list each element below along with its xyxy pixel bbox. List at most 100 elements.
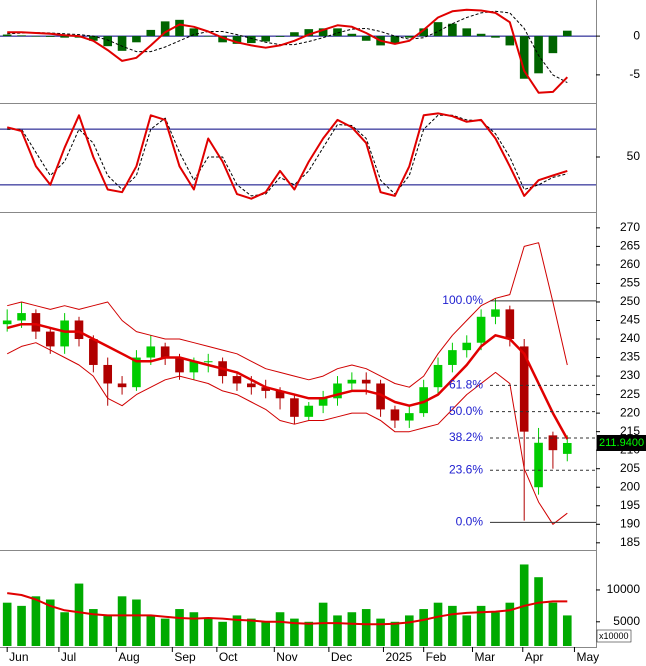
- bar: [189, 28, 199, 37]
- bar: [304, 621, 314, 646]
- bar: [146, 615, 156, 646]
- bar: [318, 602, 328, 646]
- bar: [419, 609, 428, 646]
- bar: [232, 615, 242, 646]
- bar: [433, 22, 443, 37]
- bar: [290, 32, 299, 37]
- x-tick-label: Oct: [219, 650, 238, 664]
- candle-body: [419, 387, 428, 414]
- candle-body: [318, 398, 328, 406]
- y-tick-label: 260: [620, 257, 640, 271]
- bar: [60, 612, 69, 646]
- bar: [548, 602, 558, 646]
- bar: [390, 621, 400, 646]
- bar: [333, 615, 342, 646]
- bar: [117, 36, 127, 51]
- candle-body: [17, 313, 26, 321]
- bar: [261, 36, 270, 42]
- candle-body: [562, 442, 572, 454]
- fib-label: 61.8%: [449, 378, 483, 392]
- fib-label: 23.6%: [449, 462, 483, 476]
- bar: [2, 34, 12, 37]
- candle-body: [347, 379, 357, 384]
- bar: [117, 596, 127, 646]
- last-price-box: [597, 434, 646, 451]
- bar: [218, 36, 227, 43]
- candle-body: [548, 435, 558, 451]
- candle-body: [247, 383, 256, 388]
- candle-body: [117, 383, 127, 388]
- candle-body: [189, 361, 199, 373]
- candle-body: [448, 350, 457, 365]
- bar: [562, 30, 572, 37]
- line-series: [6, 112, 568, 200]
- candle-body: [462, 342, 472, 351]
- bar: [31, 36, 41, 37]
- bar: [491, 36, 500, 38]
- bar: [505, 602, 515, 646]
- y-tick-label: 270: [620, 220, 640, 234]
- bar: [476, 605, 486, 646]
- bar: [2, 602, 12, 646]
- bar: [347, 33, 357, 37]
- bar: [462, 28, 472, 37]
- candle-body: [491, 309, 500, 317]
- y-tick-label: 190: [620, 516, 640, 530]
- candle-body: [404, 413, 414, 421]
- line-series: [7, 242, 568, 388]
- y-tick-label: 205: [620, 461, 640, 475]
- candle-body: [433, 364, 443, 388]
- candle-body: [45, 331, 55, 347]
- bar: [45, 36, 55, 37]
- x-tick-label: Nov: [276, 650, 297, 664]
- candle-body: [2, 320, 12, 325]
- candle-body: [89, 339, 98, 365]
- x-tick-label: May: [576, 650, 599, 664]
- bar: [290, 618, 299, 646]
- bar: [562, 615, 572, 646]
- candle-body: [74, 320, 84, 340]
- bar: [318, 28, 328, 37]
- x-tick-label: Aug: [118, 650, 139, 664]
- bar: [548, 36, 558, 54]
- bar: [505, 36, 515, 46]
- bar: [347, 612, 357, 646]
- bar: [89, 609, 98, 646]
- unit-label: x10000: [599, 631, 629, 641]
- bar: [132, 599, 141, 646]
- y-tick-label: 240: [620, 331, 640, 345]
- bar: [103, 36, 113, 47]
- x-tick-label: Mar: [474, 650, 495, 664]
- candle-body: [60, 320, 69, 347]
- fib-label: 50.0%: [449, 404, 483, 418]
- y-tick-label: 185: [620, 535, 640, 549]
- y-tick-label: 195: [620, 498, 640, 512]
- bar: [448, 605, 457, 646]
- x-tick-label: Apr: [525, 650, 544, 664]
- line-series: [7, 592, 568, 626]
- bar: [361, 36, 371, 41]
- fib-label: 38.2%: [449, 430, 483, 444]
- y-tick-label: -5: [629, 67, 640, 81]
- bar: [74, 583, 84, 646]
- candle-body: [103, 364, 113, 384]
- bar: [534, 577, 543, 646]
- bar: [232, 36, 242, 44]
- bar: [189, 612, 199, 646]
- candle-body: [232, 376, 242, 384]
- y-tick-label: 250: [620, 294, 640, 308]
- bar: [476, 33, 486, 37]
- x-tick-label: Sep: [174, 650, 196, 664]
- candle-body: [519, 346, 529, 432]
- bar: [175, 19, 184, 37]
- last-price-label: 211.9400: [599, 437, 644, 449]
- candle-body: [175, 357, 184, 373]
- candle-body: [203, 361, 213, 363]
- y-tick-label: 200: [620, 479, 640, 493]
- bar: [404, 615, 414, 646]
- y-tick-label: 230: [620, 368, 640, 382]
- bar: [203, 618, 213, 646]
